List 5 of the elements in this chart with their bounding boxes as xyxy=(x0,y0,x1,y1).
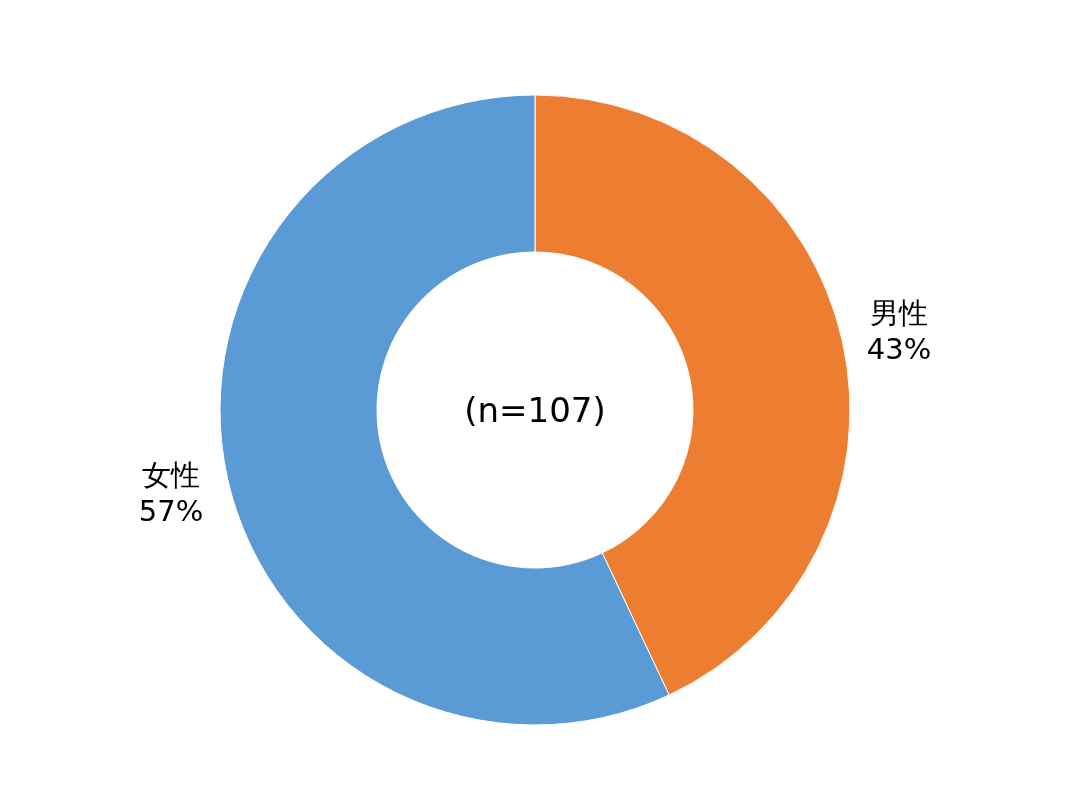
data-label: 57% xyxy=(138,494,204,529)
slice-label: 男性 xyxy=(870,295,929,330)
data-label: 43% xyxy=(866,331,932,366)
text: (n=107) xyxy=(464,390,606,430)
slice-label: 女性 xyxy=(141,458,200,493)
